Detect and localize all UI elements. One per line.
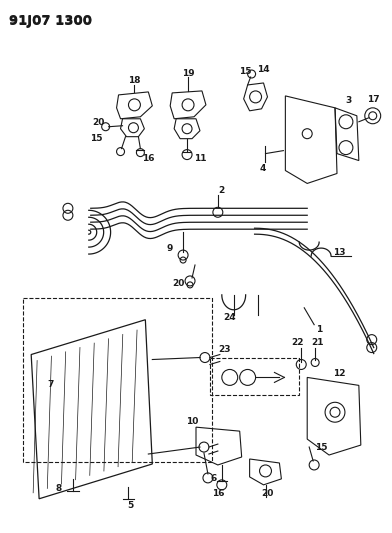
Bar	[210, 358, 299, 395]
Text: 20: 20	[261, 489, 274, 498]
Text: 17: 17	[367, 95, 380, 104]
Text: 8: 8	[56, 484, 62, 494]
Text: 91J07 1300: 91J07 1300	[9, 14, 93, 27]
Text: 24: 24	[223, 313, 236, 322]
Text: 20: 20	[172, 279, 184, 288]
Text: 2: 2	[219, 186, 225, 195]
Text: 1: 1	[316, 325, 322, 334]
Text: 19: 19	[182, 69, 194, 77]
Text: 10: 10	[186, 417, 198, 426]
Text: 4: 4	[260, 164, 266, 173]
Text: 18: 18	[128, 76, 141, 85]
Text: 6: 6	[211, 474, 217, 483]
Text: 5: 5	[127, 501, 134, 510]
Text: 7: 7	[48, 380, 54, 389]
Text: 15: 15	[240, 67, 252, 76]
Text: 21: 21	[311, 338, 323, 347]
Text: 9: 9	[167, 244, 173, 253]
Text: 12: 12	[333, 369, 345, 378]
Text: 91J07 1300: 91J07 1300	[9, 15, 93, 28]
Text: 15: 15	[91, 134, 103, 143]
Text: 3: 3	[346, 96, 352, 106]
Text: 22: 22	[291, 338, 303, 347]
Bar	[23, 298, 212, 462]
Text: 14: 14	[257, 64, 270, 74]
Text: 16: 16	[212, 489, 224, 498]
Text: 20: 20	[93, 118, 105, 127]
Text: 11: 11	[194, 154, 206, 163]
Text: 15: 15	[315, 442, 327, 451]
Text: 16: 16	[142, 154, 154, 163]
Text: 23: 23	[219, 345, 231, 354]
Text: 13: 13	[333, 247, 345, 256]
